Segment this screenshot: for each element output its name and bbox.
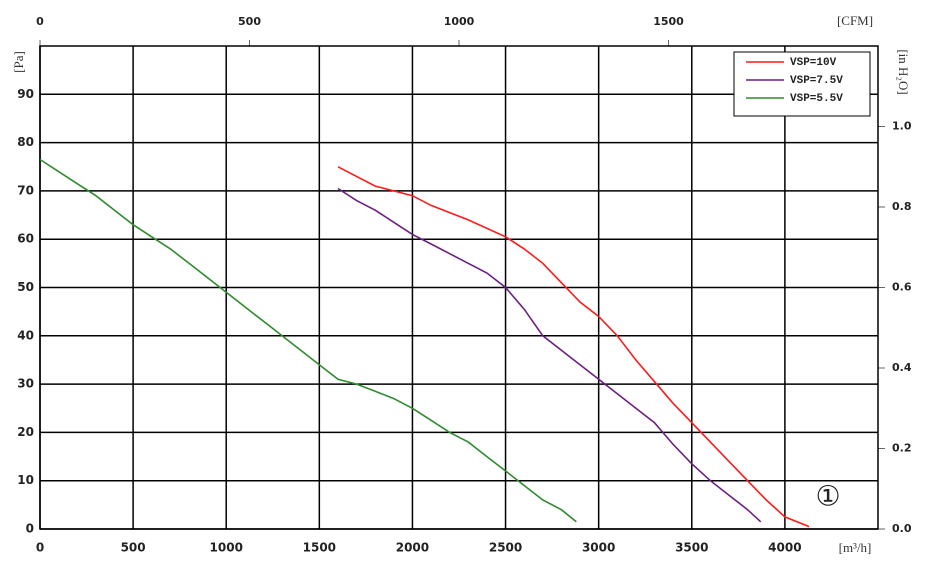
x2-axis-label: [CFM]: [837, 13, 873, 28]
y-tick-label: 70: [17, 183, 34, 197]
x-tick-label: 500: [121, 541, 146, 555]
annotation: ①: [815, 480, 840, 513]
series-line: [337, 187, 762, 523]
y-tick-label: 0: [26, 522, 34, 536]
y2-tick-label: 0.8: [892, 200, 912, 213]
x-tick-label: 3500: [675, 541, 708, 555]
legend-label: VSP=10V: [790, 57, 837, 69]
y-tick-label: 90: [17, 87, 34, 101]
y2-tick-label: 0.0: [892, 522, 912, 535]
legend-label: VSP=5.5V: [790, 93, 843, 105]
y-tick-label: 20: [17, 425, 34, 439]
y2-axis-label: [in H₂O]: [896, 49, 911, 94]
x-tick-label: 1000: [210, 541, 243, 555]
x2-tick-label: 1000: [444, 15, 475, 28]
y2-tick-label: 1.0: [892, 120, 912, 133]
legend-label: VSP=7.5V: [790, 75, 843, 87]
series-line: [39, 158, 577, 523]
y-axis-label: [Pa]: [11, 51, 26, 73]
y-tick-label: 30: [17, 377, 34, 391]
y2-tick-label: 0.4: [892, 361, 912, 374]
x-tick-label: 1500: [303, 541, 336, 555]
x2-tick-label: 0: [36, 15, 44, 28]
y-tick-label: 80: [17, 135, 34, 149]
series-line: [337, 166, 810, 528]
y-tick-label: 40: [17, 328, 34, 342]
x-axis-label: [m³/h]: [839, 540, 872, 555]
x2-tick-label: 1500: [653, 15, 684, 28]
x-tick-label: 4000: [768, 541, 801, 555]
x-tick-label: 3000: [582, 541, 615, 555]
x-tick-label: 2000: [396, 541, 429, 555]
x-tick-label: 0: [36, 541, 44, 555]
y2-tick-label: 0.2: [892, 442, 912, 455]
y-tick-label: 10: [17, 473, 34, 487]
x2-tick-label: 500: [238, 15, 261, 28]
plot-frame: [39, 45, 879, 530]
y-tick-label: 60: [17, 232, 34, 246]
y-tick-label: 50: [17, 280, 34, 294]
x-tick-label: 2500: [489, 541, 522, 555]
y2-tick-label: 0.6: [892, 281, 912, 294]
